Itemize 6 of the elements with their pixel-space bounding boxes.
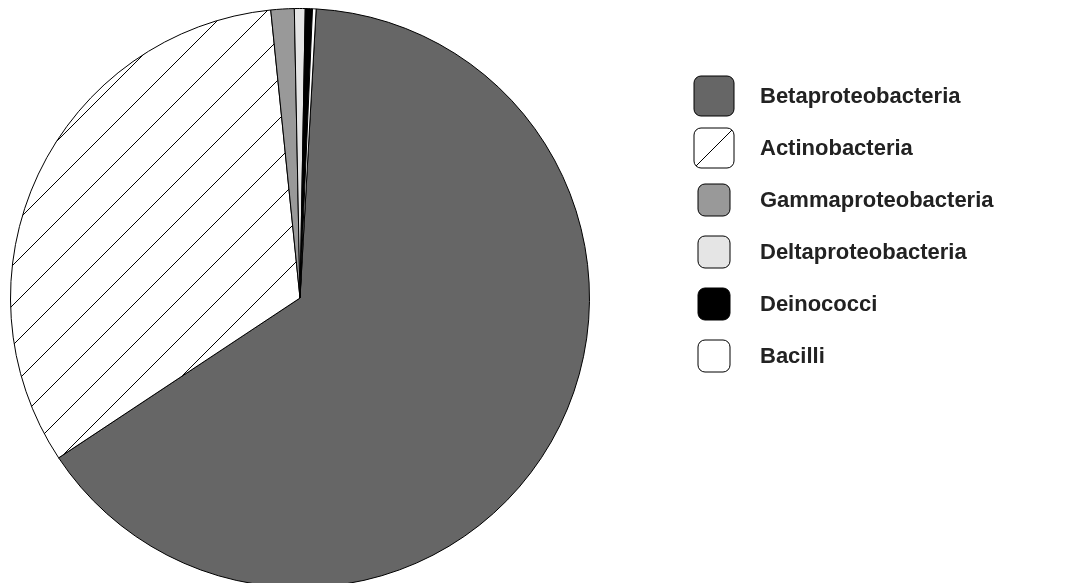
legend-label: Deltaproteobacteria xyxy=(760,239,967,265)
legend-label: Deinococci xyxy=(760,291,878,317)
legend-label: Actinobacteria xyxy=(760,135,913,161)
legend-label: Betaproteobacteria xyxy=(760,83,961,109)
legend-label: Gammaproteobacteria xyxy=(760,187,994,213)
legend-label: Bacilli xyxy=(760,343,825,369)
